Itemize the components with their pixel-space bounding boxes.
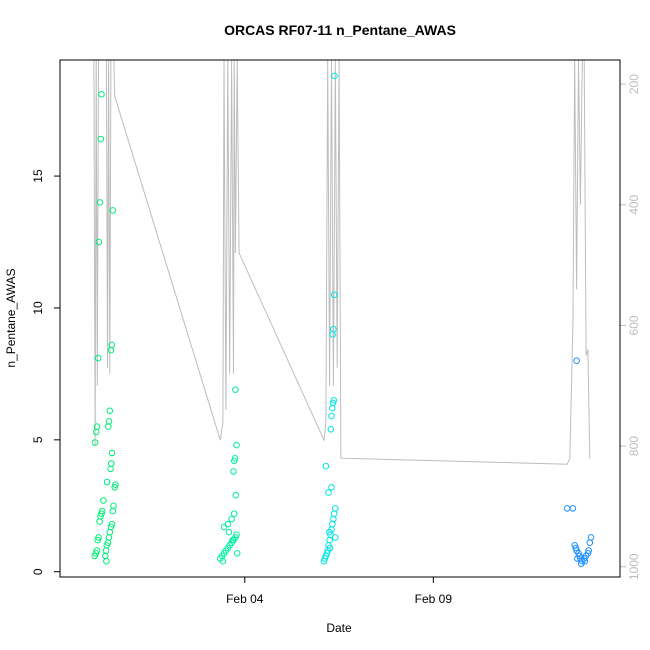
chart-title: ORCAS RF07-11 n_Pentane_AWAS: [224, 22, 456, 38]
data-point: [322, 462, 330, 470]
data-point: [103, 478, 111, 486]
data-point: [328, 484, 335, 491]
right-tick-label: 600: [627, 315, 641, 335]
x-axis-label: Date: [326, 621, 352, 635]
data-point: [230, 468, 237, 475]
data-point: [100, 497, 107, 504]
data-point: [106, 407, 114, 415]
data-point: [232, 491, 239, 499]
y-axis-label: n_Pentane_AWAS: [4, 268, 18, 367]
data-point: [330, 325, 337, 333]
data-point: [581, 557, 589, 565]
data-point: [233, 531, 240, 539]
data-point: [103, 557, 110, 565]
data-point: [95, 534, 102, 541]
data-point: [97, 135, 104, 143]
data-point: [323, 550, 331, 557]
data-point: [327, 426, 335, 433]
data-point: [232, 386, 239, 394]
data-point: [108, 449, 116, 457]
data-point: [229, 536, 236, 544]
data-point: [93, 423, 101, 430]
y-tick-label: 5: [31, 436, 45, 443]
data-point: [231, 455, 239, 462]
data-point: [219, 557, 227, 565]
data-point: [98, 510, 105, 518]
right-tick-label: 200: [627, 74, 641, 94]
y-tick-label: 10: [31, 301, 45, 315]
right-tick-label: 400: [627, 194, 641, 214]
data-point: [96, 199, 104, 206]
data-point: [94, 536, 101, 544]
data-point: [569, 505, 577, 512]
x-tick-label: Feb 09: [415, 592, 453, 606]
data-point: [108, 341, 115, 349]
data-point: [574, 555, 581, 562]
data-point: [95, 238, 103, 246]
data-point: [224, 520, 232, 528]
data-point: [330, 291, 338, 299]
data-point: [93, 547, 101, 554]
data-point: [110, 502, 117, 510]
plot-frame: [59, 59, 621, 578]
data-point: [573, 357, 580, 365]
data-point: [332, 505, 339, 512]
data-point: [572, 544, 580, 552]
data-point: [91, 439, 99, 446]
data-point: [111, 484, 118, 491]
data-point: [112, 481, 119, 489]
data-point: [233, 550, 241, 557]
data-point: [587, 534, 595, 541]
data-point: [328, 412, 335, 420]
data-point: [326, 544, 334, 552]
x-tick-label: Feb 04: [226, 592, 264, 606]
right-tick-label: 800: [627, 436, 641, 456]
data-point: [325, 489, 332, 496]
data-point: [332, 534, 339, 541]
data-point: [230, 510, 238, 518]
right-tick-label: 1000: [627, 553, 641, 580]
data-point: [330, 397, 338, 404]
y-tick-label: 15: [31, 169, 45, 183]
y-tick-label: 0: [31, 568, 45, 575]
data-point: [109, 207, 117, 214]
data-points-layer: [91, 72, 595, 568]
data-point: [326, 528, 333, 536]
data-point: [105, 418, 113, 425]
data-point: [584, 550, 592, 557]
data-point: [331, 72, 338, 80]
data-point: [94, 354, 102, 362]
data-point: [228, 515, 235, 523]
data-point: [98, 91, 105, 98]
data-point: [233, 441, 240, 449]
data-point: [108, 520, 116, 528]
data-point: [108, 460, 115, 467]
data-point: [585, 547, 593, 554]
data-point: [98, 507, 106, 515]
data-point: [225, 528, 233, 536]
